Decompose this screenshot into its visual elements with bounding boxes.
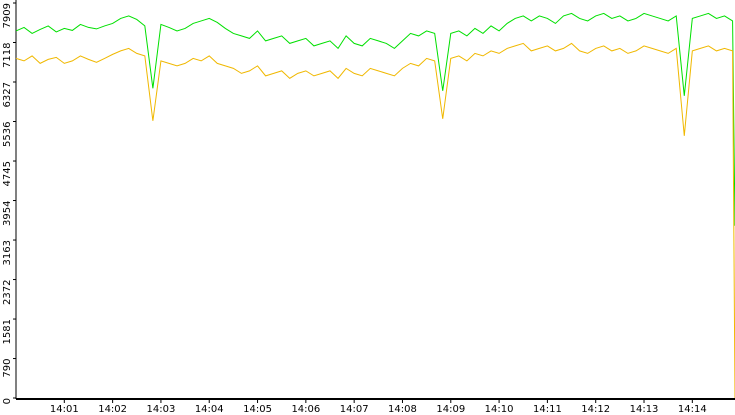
x-tick-label: 14:09 — [436, 404, 465, 415]
y-tick-label: 0 — [2, 398, 13, 404]
x-tick-label: 14:06 — [291, 404, 320, 415]
x-tick-label: 14:05 — [243, 404, 272, 415]
x-tick-label: 14:02 — [98, 404, 127, 415]
y-tick-label: 3954 — [2, 201, 13, 226]
y-tick-label: 6327 — [2, 82, 13, 107]
y-tick-label: 5536 — [2, 122, 13, 147]
line-series — [15, 42, 735, 399]
line-series — [15, 12, 735, 226]
x-tick-label: 14:14 — [678, 404, 707, 415]
x-tick-label: 14:04 — [195, 404, 224, 415]
y-tick-label: 1581 — [2, 319, 13, 344]
y-tick-label: 4745 — [2, 161, 13, 186]
x-tick-label: 14:01 — [50, 404, 79, 415]
x-tick-label: 14:07 — [340, 404, 369, 415]
x-tick-label: 14:11 — [533, 404, 562, 415]
x-tick-label: 14:10 — [485, 404, 514, 415]
y-tick-label: 7909 — [2, 3, 13, 28]
y-tick-label: 3163 — [2, 240, 13, 265]
x-tick-label: 14:08 — [388, 404, 417, 415]
x-tick-label: 14:03 — [147, 404, 176, 415]
x-tick-label: 14:13 — [630, 404, 659, 415]
y-tick-label: 7118 — [2, 43, 13, 68]
x-tick-label: 14:12 — [581, 404, 610, 415]
y-tick-label: 2372 — [2, 280, 13, 305]
y-tick-label: 790 — [2, 359, 13, 378]
